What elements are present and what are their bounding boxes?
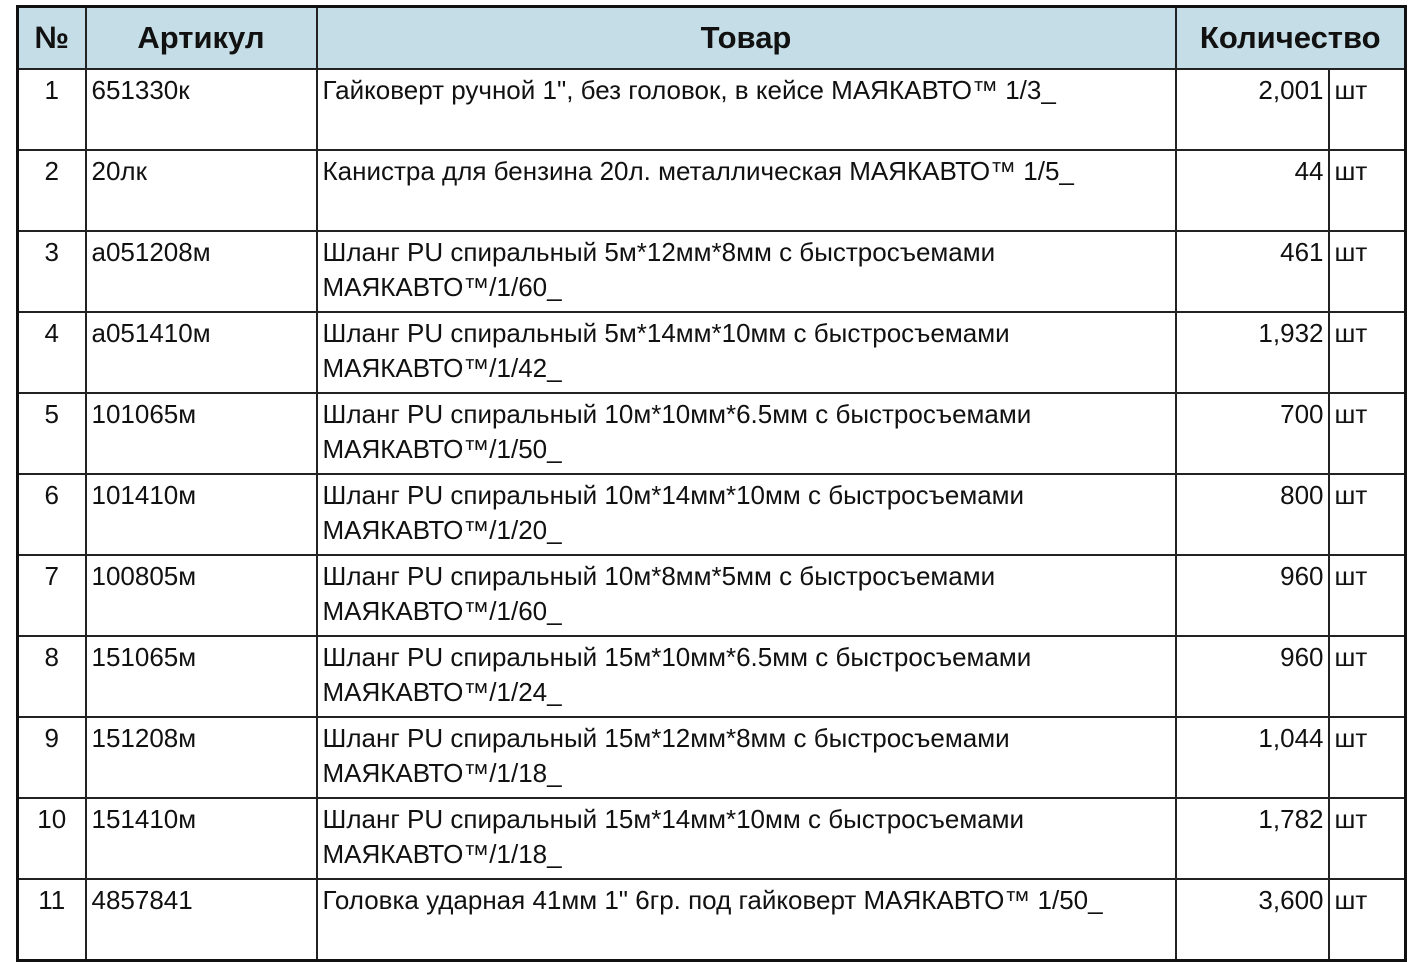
product-cell: Канистра для бензина 20л. металлическая … <box>315 149 1177 232</box>
product-cell: Шланг PU спиральный 15м*12мм*8мм с быстр… <box>315 716 1177 799</box>
unit-cell: шт <box>1327 311 1407 394</box>
unit-cell: шт <box>1327 149 1407 232</box>
unit-cell: шт <box>1327 392 1407 475</box>
table-row: 8 151065м Шланг PU спиральный 15м*10мм*6.5… <box>16 635 1407 718</box>
unit-cell: шт <box>1327 554 1407 637</box>
article-cell: 101065м <box>84 392 318 475</box>
unit-cell: шт <box>1327 716 1407 799</box>
header-article: Артикул <box>84 5 318 70</box>
unit-cell: шт <box>1327 635 1407 718</box>
table-row: 9 151208м Шланг PU спиральный 15м*12мм*8мм… <box>16 716 1407 799</box>
article-cell: 651330к <box>84 68 318 151</box>
quantity-cell: 800 <box>1174 473 1330 556</box>
unit-cell: шт <box>1327 797 1407 880</box>
row-num: 1 <box>16 68 87 151</box>
row-num: 11 <box>16 878 87 962</box>
product-cell: Шланг PU спиральный 10м*10мм*6.5мм с быс… <box>315 392 1177 475</box>
article-cell: 100805м <box>84 554 318 637</box>
product-cell: Шланг PU спиральный 15м*14мм*10мм с быст… <box>315 797 1177 880</box>
article-cell: 20лк <box>84 149 318 232</box>
row-num: 6 <box>16 473 87 556</box>
article-cell: 151065м <box>84 635 318 718</box>
row-num: 8 <box>16 635 87 718</box>
product-cell: Шланг PU спиральный 5м*12мм*8мм с быстро… <box>315 230 1177 313</box>
unit-cell: шт <box>1327 473 1407 556</box>
article-cell: а051208м <box>84 230 318 313</box>
table-row: 1 651330к Гайковерт ручной 1", без головок… <box>16 68 1407 151</box>
row-num: 3 <box>16 230 87 313</box>
article-cell: 101410м <box>84 473 318 556</box>
row-num: 4 <box>16 311 87 394</box>
row-num: 10 <box>16 797 87 880</box>
article-cell: а051410м <box>84 311 318 394</box>
table-row: 2 20лк Канистра для бензина 20л. металличе… <box>16 149 1407 232</box>
table-row: 4 а051410м Шланг PU спиральный 5м*14мм*10м… <box>16 311 1407 394</box>
table-row: 3 а051208м Шланг PU спиральный 5м*12мм*8мм… <box>16 230 1407 313</box>
row-num: 5 <box>16 392 87 475</box>
row-num: 9 <box>16 716 87 799</box>
quantity-cell: 1,044 <box>1174 716 1330 799</box>
table-row: 7 100805м Шланг PU спиральный 10м*8мм*5мм … <box>16 554 1407 637</box>
product-cell: Гайковерт ручной 1", без головок, в кейс… <box>315 68 1177 151</box>
header-product: Товар <box>315 5 1177 70</box>
quantity-cell: 1,932 <box>1174 311 1330 394</box>
product-cell: Шланг PU спиральный 5м*14мм*10мм с быстр… <box>315 311 1177 394</box>
quantity-cell: 700 <box>1174 392 1330 475</box>
table-row: 6 101410м Шланг PU спиральный 10м*14мм*10м… <box>16 473 1407 556</box>
header-row: № Артикул Товар Количество <box>16 5 1407 70</box>
article-cell: 151410м <box>84 797 318 880</box>
unit-cell: шт <box>1327 878 1407 962</box>
product-cell: Головка ударная 41мм 1" 6гр. под гайкове… <box>315 878 1177 962</box>
article-cell: 151208м <box>84 716 318 799</box>
table-row: 5 101065м Шланг PU спиральный 10м*10мм*6.5… <box>16 392 1407 475</box>
quantity-cell: 3,600 <box>1174 878 1330 962</box>
quantity-cell: 44 <box>1174 149 1330 232</box>
product-cell: Шланг PU спиральный 10м*14мм*10мм с быст… <box>315 473 1177 556</box>
unit-cell: шт <box>1327 230 1407 313</box>
product-cell: Шланг PU спиральный 15м*10мм*6.5мм с быс… <box>315 635 1177 718</box>
table-row: 11 4857841 Головка ударная 41мм 1" 6гр. по… <box>16 878 1407 962</box>
row-num: 7 <box>16 554 87 637</box>
article-cell: 4857841 <box>84 878 318 962</box>
header-quantity: Количество <box>1174 5 1407 70</box>
quantity-cell: 2,001 <box>1174 68 1330 151</box>
quantity-cell: 960 <box>1174 554 1330 637</box>
table-row: 10 151410м Шланг PU спиральный 15м*14мм*10… <box>16 797 1407 880</box>
product-table: № Артикул Товар Количество 1 651330к Гайко… <box>16 5 1407 962</box>
row-num: 2 <box>16 149 87 232</box>
header-num: № <box>16 5 87 70</box>
unit-cell: шт <box>1327 68 1407 151</box>
quantity-cell: 461 <box>1174 230 1330 313</box>
quantity-cell: 960 <box>1174 635 1330 718</box>
product-cell: Шланг PU спиральный 10м*8мм*5мм с быстро… <box>315 554 1177 637</box>
quantity-cell: 1,782 <box>1174 797 1330 880</box>
